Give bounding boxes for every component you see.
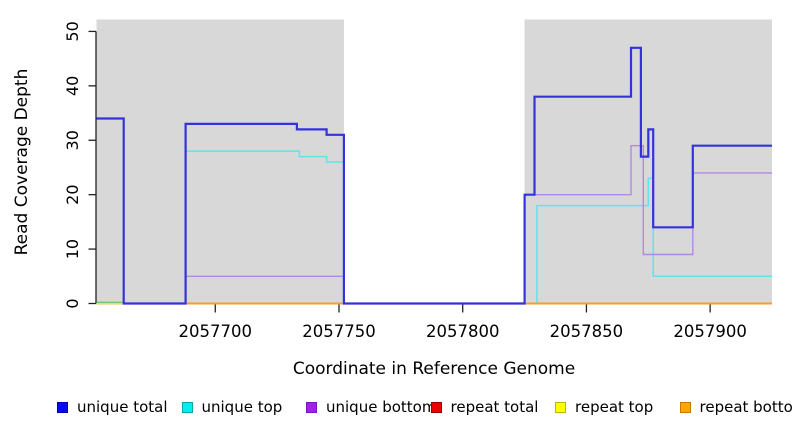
y-axis-title: Read Coverage Depth	[12, 69, 32, 256]
legend-swatch-unique-total	[57, 401, 68, 413]
legend-swatch-unique-top	[181, 401, 193, 413]
covered-region-right	[524, 19, 772, 304]
series-line-unique-total	[96, 46, 772, 305]
legend-item-repeat-top: repeat top	[555, 396, 653, 418]
x-tick-label: 2057700	[179, 322, 253, 341]
legend-swatch-repeat-top	[555, 401, 566, 413]
y-tick-label: 20	[63, 184, 82, 204]
y-tick-label: 50	[63, 21, 82, 41]
legend-item-unique-top: unique top	[181, 396, 283, 418]
series-lines	[96, 46, 772, 305]
legend-label: unique top	[201, 398, 283, 416]
x-axis-title: Coordinate in Reference Genome	[293, 359, 575, 379]
axes: 0 10 20 30 40 50 2057700 2057750 2057800 2057850 2…	[63, 21, 747, 341]
y-tick-label: 30	[63, 130, 82, 150]
legend-item-repeat-total: repeat total	[430, 396, 539, 418]
legend-item-repeat-bottom: repeat bottom	[679, 396, 792, 418]
legend-swatch-repeat-total	[430, 401, 442, 413]
legend-label: unique bottom	[326, 398, 437, 416]
y-tick-label: 40	[63, 76, 82, 96]
covered-region-left	[96, 19, 344, 304]
legend: unique total unique top unique bottom repea…	[0, 396, 792, 422]
x-tick-label: 2057800	[426, 322, 500, 341]
x-tick-label: 2057850	[550, 322, 624, 341]
shaded-regions	[96, 19, 772, 304]
legend-item-unique-total: unique total	[57, 396, 168, 418]
y-tick-label: 10	[63, 239, 82, 259]
legend-swatch-repeat-bottom	[679, 401, 691, 413]
legend-label: unique total	[77, 398, 168, 416]
legend-swatch-unique-bottom	[306, 401, 317, 413]
legend-label: repeat bottom	[699, 398, 792, 416]
x-tick-label: 2057750	[302, 322, 376, 341]
x-tick-label: 2057900	[673, 322, 747, 341]
y-tick-label: 0	[63, 298, 82, 308]
legend-item-unique-bottom: unique bottom	[306, 396, 436, 418]
legend-label: repeat top	[575, 398, 654, 416]
legend-label: repeat total	[450, 398, 539, 416]
